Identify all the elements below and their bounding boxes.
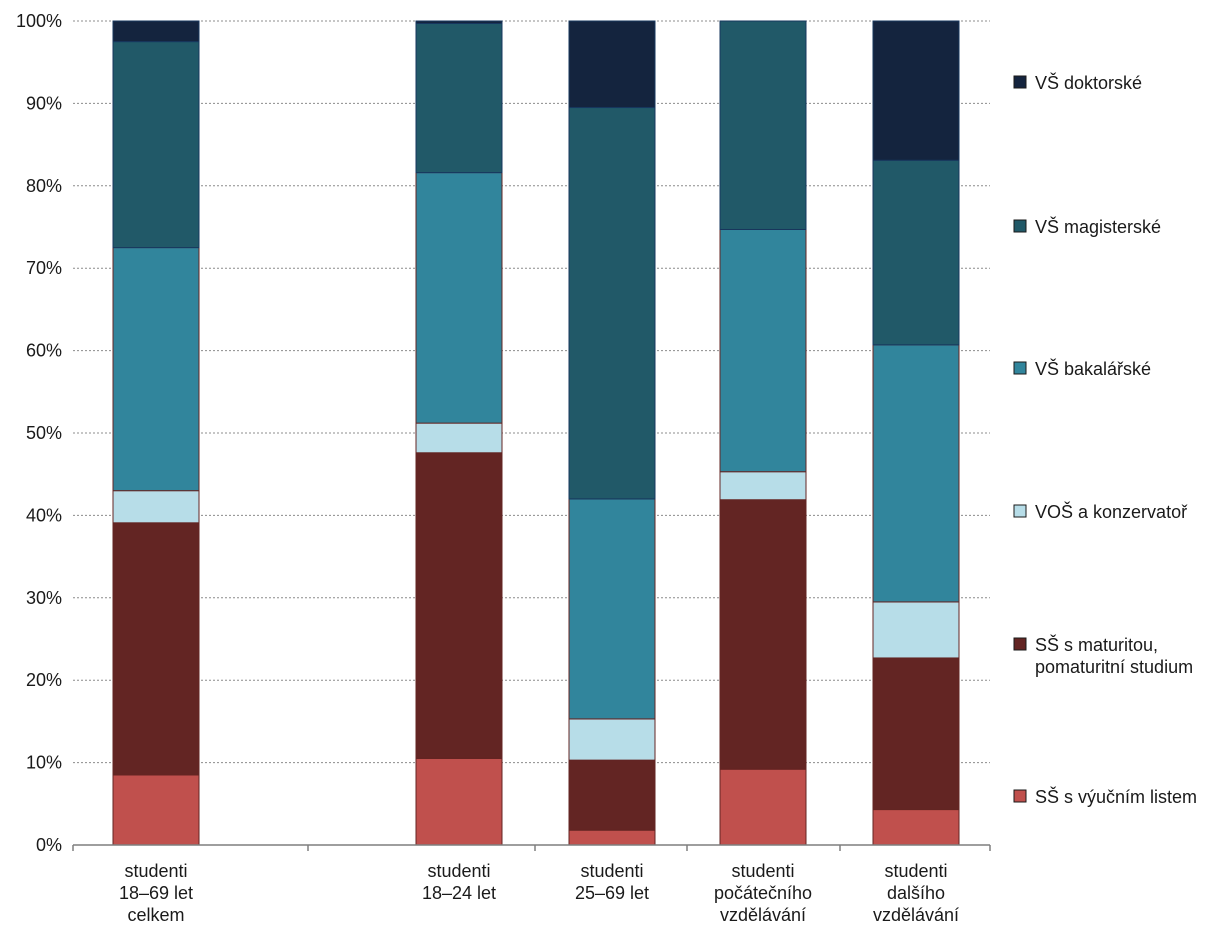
legend-swatch	[1013, 504, 1027, 518]
legend-swatch	[1013, 361, 1027, 375]
y-tick-label: 70%	[26, 258, 62, 278]
bar-segment	[112, 490, 200, 524]
bar-segment	[415, 22, 503, 174]
legend-label: VŠ bakalářské	[1035, 358, 1151, 379]
bar-segment	[719, 471, 807, 501]
y-tick-label: 40%	[26, 505, 62, 525]
gridlines	[73, 20, 990, 764]
legend-label: VŠ magisterské	[1035, 216, 1161, 237]
y-tick-label: 80%	[26, 176, 62, 196]
y-tick-label: 60%	[26, 341, 62, 361]
x-tick-label: studenti dalšího vzdělávání	[873, 861, 959, 925]
bar-segment	[112, 522, 200, 776]
bar-segment	[872, 20, 960, 161]
bar-segment	[415, 452, 503, 759]
bar-segment	[719, 499, 807, 770]
x-tick-label: studenti 18–24 let	[422, 861, 496, 903]
bar-segment	[112, 247, 200, 492]
y-tick-label: 30%	[26, 588, 62, 608]
x-tick-label: studenti počátečního vzdělávání	[714, 861, 812, 925]
y-tick-label: 90%	[26, 93, 62, 113]
legend-label: SŠ s výučním listem	[1035, 786, 1197, 807]
bar-segment	[415, 757, 503, 846]
bar-segment	[415, 172, 503, 424]
legend-swatch	[1013, 75, 1027, 89]
bar-segment	[415, 422, 503, 454]
bar-segment	[872, 657, 960, 811]
y-tick-label: 0%	[36, 835, 62, 855]
bar-segment	[568, 20, 656, 109]
legend-label: VŠ doktorské	[1035, 72, 1142, 93]
bar-segment	[112, 41, 200, 249]
y-tick-label: 20%	[26, 670, 62, 690]
bar-segment	[568, 759, 656, 831]
bars	[112, 20, 960, 846]
y-axis: 0% 10% 20% 30% 40% 50% 60% 70% 80% 90% 100%	[16, 11, 62, 855]
bar-segment	[872, 809, 960, 846]
bar-segment	[112, 20, 200, 43]
bar-segment	[872, 344, 960, 603]
legend: VŠ doktorské VŠ magisterské VŠ bakalářské V…	[1013, 72, 1197, 807]
y-tick-label: 100%	[16, 11, 62, 31]
legend-label: SŠ s maturitou, pomaturitní studium	[1035, 634, 1193, 677]
legend-label: VOŠ a konzervatoř	[1035, 501, 1188, 522]
bar-segment	[719, 768, 807, 846]
legend-swatch	[1013, 637, 1027, 651]
bar-segment	[719, 20, 807, 230]
bar-segment	[415, 20, 503, 24]
bar-segment	[719, 228, 807, 473]
y-tick-label: 50%	[26, 423, 62, 443]
legend-swatch	[1013, 219, 1027, 233]
bar-segment	[872, 159, 960, 346]
y-tick-label: 10%	[26, 753, 62, 773]
bar-segment	[112, 774, 200, 846]
bar-segment	[568, 829, 656, 846]
x-tick-label: studenti 18–69 let celkem	[119, 861, 193, 925]
bar-segment	[568, 107, 656, 500]
x-tick-label: studenti 25–69 let	[575, 861, 649, 903]
bar-segment	[872, 601, 960, 659]
bar-segment	[568, 718, 656, 761]
legend-swatch	[1013, 789, 1027, 803]
x-axis: studenti 18–69 let celkem studenti 18–24 let…	[72, 844, 991, 925]
bar-segment	[568, 498, 656, 720]
